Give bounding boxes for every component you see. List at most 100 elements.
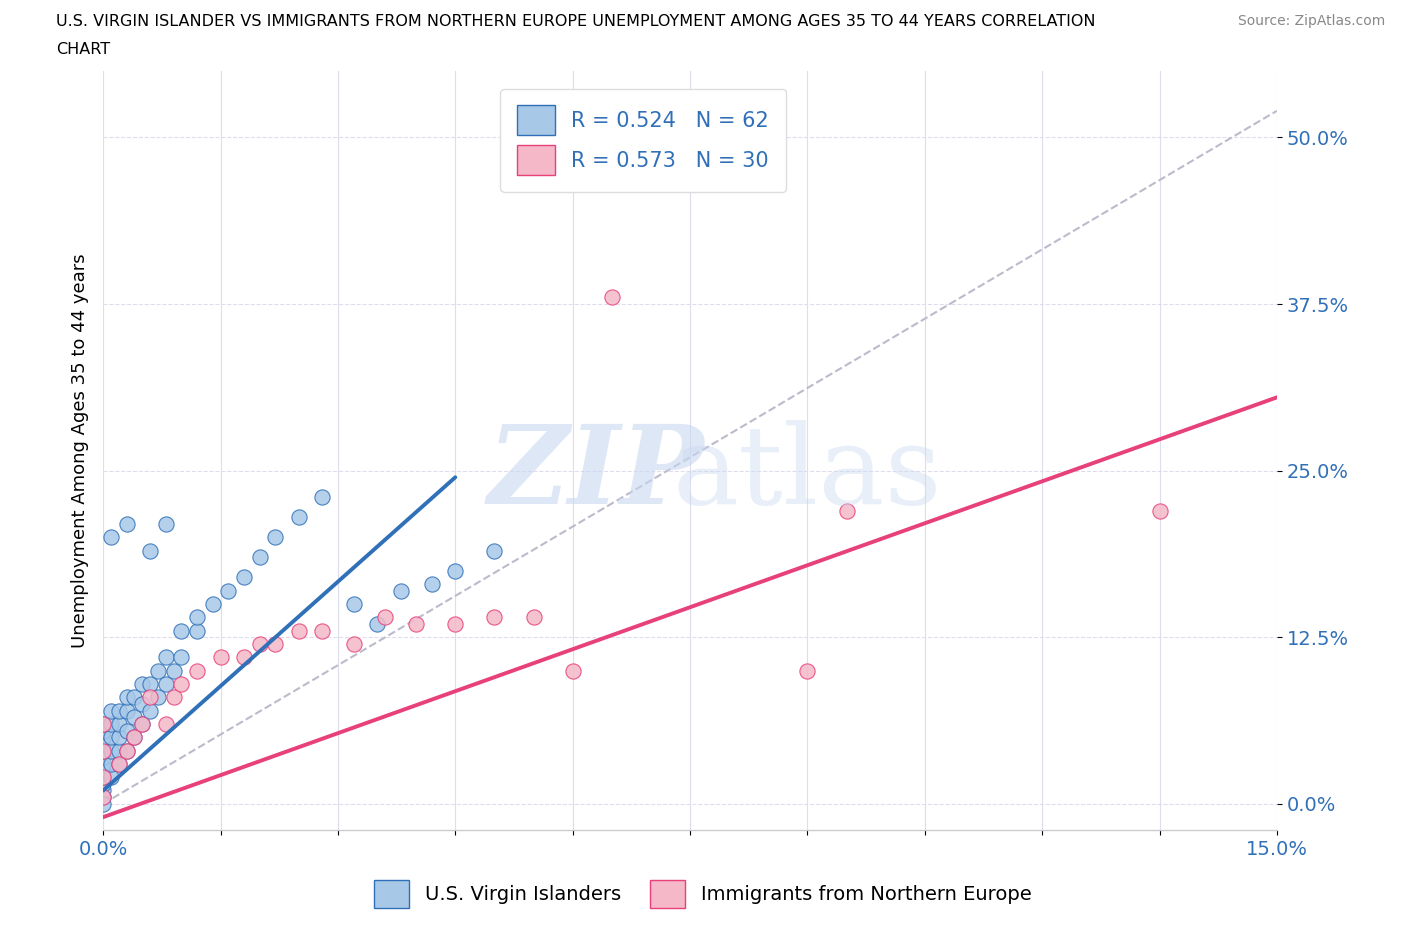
Point bbox=[186, 610, 208, 625]
Point bbox=[209, 650, 232, 665]
Text: atlas: atlas bbox=[672, 420, 942, 527]
Point bbox=[91, 770, 114, 785]
Point bbox=[91, 750, 114, 764]
Point bbox=[311, 623, 333, 638]
Point bbox=[600, 290, 623, 305]
Point bbox=[561, 663, 583, 678]
Point bbox=[91, 777, 114, 791]
Legend: U.S. Virgin Islanders, Immigrants from Northern Europe: U.S. Virgin Islanders, Immigrants from N… bbox=[367, 872, 1039, 916]
Point bbox=[146, 663, 169, 678]
Point bbox=[91, 730, 114, 745]
Point bbox=[139, 690, 162, 705]
Point bbox=[1149, 503, 1171, 518]
Point bbox=[107, 703, 129, 718]
Point bbox=[124, 730, 146, 745]
Y-axis label: Unemployment Among Ages 35 to 44 years: Unemployment Among Ages 35 to 44 years bbox=[72, 253, 89, 648]
Point bbox=[162, 663, 184, 678]
Point bbox=[124, 690, 146, 705]
Point bbox=[484, 543, 506, 558]
Point bbox=[444, 617, 467, 631]
Point bbox=[91, 716, 114, 731]
Point bbox=[170, 650, 193, 665]
Point bbox=[835, 503, 858, 518]
Point bbox=[155, 650, 177, 665]
Point bbox=[91, 724, 114, 738]
Point bbox=[389, 583, 412, 598]
Point bbox=[420, 577, 443, 591]
Point bbox=[444, 564, 467, 578]
Point bbox=[115, 690, 138, 705]
Point bbox=[91, 790, 114, 804]
Point bbox=[374, 610, 396, 625]
Point bbox=[91, 756, 114, 771]
Point bbox=[91, 737, 114, 751]
Point bbox=[233, 650, 256, 665]
Point bbox=[115, 516, 138, 531]
Point bbox=[170, 676, 193, 691]
Point bbox=[796, 663, 818, 678]
Point bbox=[91, 743, 114, 758]
Point bbox=[91, 790, 114, 804]
Point bbox=[233, 570, 256, 585]
Point bbox=[287, 623, 309, 638]
Point bbox=[100, 530, 122, 545]
Point bbox=[91, 743, 114, 758]
Point bbox=[131, 676, 153, 691]
Point bbox=[115, 703, 138, 718]
Point bbox=[100, 730, 122, 745]
Point bbox=[139, 676, 162, 691]
Point bbox=[100, 743, 122, 758]
Point bbox=[264, 530, 287, 545]
Point bbox=[100, 756, 122, 771]
Text: Source: ZipAtlas.com: Source: ZipAtlas.com bbox=[1237, 14, 1385, 28]
Point bbox=[91, 783, 114, 798]
Point bbox=[107, 716, 129, 731]
Point bbox=[91, 796, 114, 811]
Point bbox=[91, 716, 114, 731]
Point bbox=[522, 610, 544, 625]
Point bbox=[139, 543, 162, 558]
Point bbox=[91, 770, 114, 785]
Point bbox=[264, 636, 287, 651]
Point bbox=[366, 617, 388, 631]
Point bbox=[124, 710, 146, 724]
Point bbox=[170, 623, 193, 638]
Point bbox=[484, 610, 506, 625]
Point bbox=[107, 756, 129, 771]
Point bbox=[107, 743, 129, 758]
Point bbox=[162, 690, 184, 705]
Point bbox=[249, 550, 271, 565]
Point bbox=[155, 716, 177, 731]
Point bbox=[201, 596, 224, 611]
Point bbox=[155, 676, 177, 691]
Point bbox=[342, 596, 364, 611]
Point bbox=[100, 703, 122, 718]
Point bbox=[115, 724, 138, 738]
Point bbox=[131, 716, 153, 731]
Point bbox=[139, 703, 162, 718]
Point bbox=[249, 636, 271, 651]
Point bbox=[115, 743, 138, 758]
Point bbox=[342, 636, 364, 651]
Point bbox=[131, 716, 153, 731]
Text: U.S. VIRGIN ISLANDER VS IMMIGRANTS FROM NORTHERN EUROPE UNEMPLOYMENT AMONG AGES : U.S. VIRGIN ISLANDER VS IMMIGRANTS FROM … bbox=[56, 14, 1095, 29]
Point bbox=[131, 697, 153, 711]
Point bbox=[100, 770, 122, 785]
Text: ZIP: ZIP bbox=[488, 419, 704, 527]
Point bbox=[186, 623, 208, 638]
Point bbox=[107, 730, 129, 745]
Point bbox=[115, 743, 138, 758]
Text: CHART: CHART bbox=[56, 42, 110, 57]
Legend: R = 0.524   N = 62, R = 0.573   N = 30: R = 0.524 N = 62, R = 0.573 N = 30 bbox=[501, 88, 786, 192]
Point bbox=[155, 516, 177, 531]
Point bbox=[100, 716, 122, 731]
Point bbox=[91, 763, 114, 777]
Point bbox=[124, 730, 146, 745]
Point bbox=[186, 663, 208, 678]
Point bbox=[146, 690, 169, 705]
Point bbox=[287, 510, 309, 525]
Point bbox=[405, 617, 427, 631]
Point bbox=[311, 490, 333, 505]
Point bbox=[107, 756, 129, 771]
Point bbox=[217, 583, 239, 598]
